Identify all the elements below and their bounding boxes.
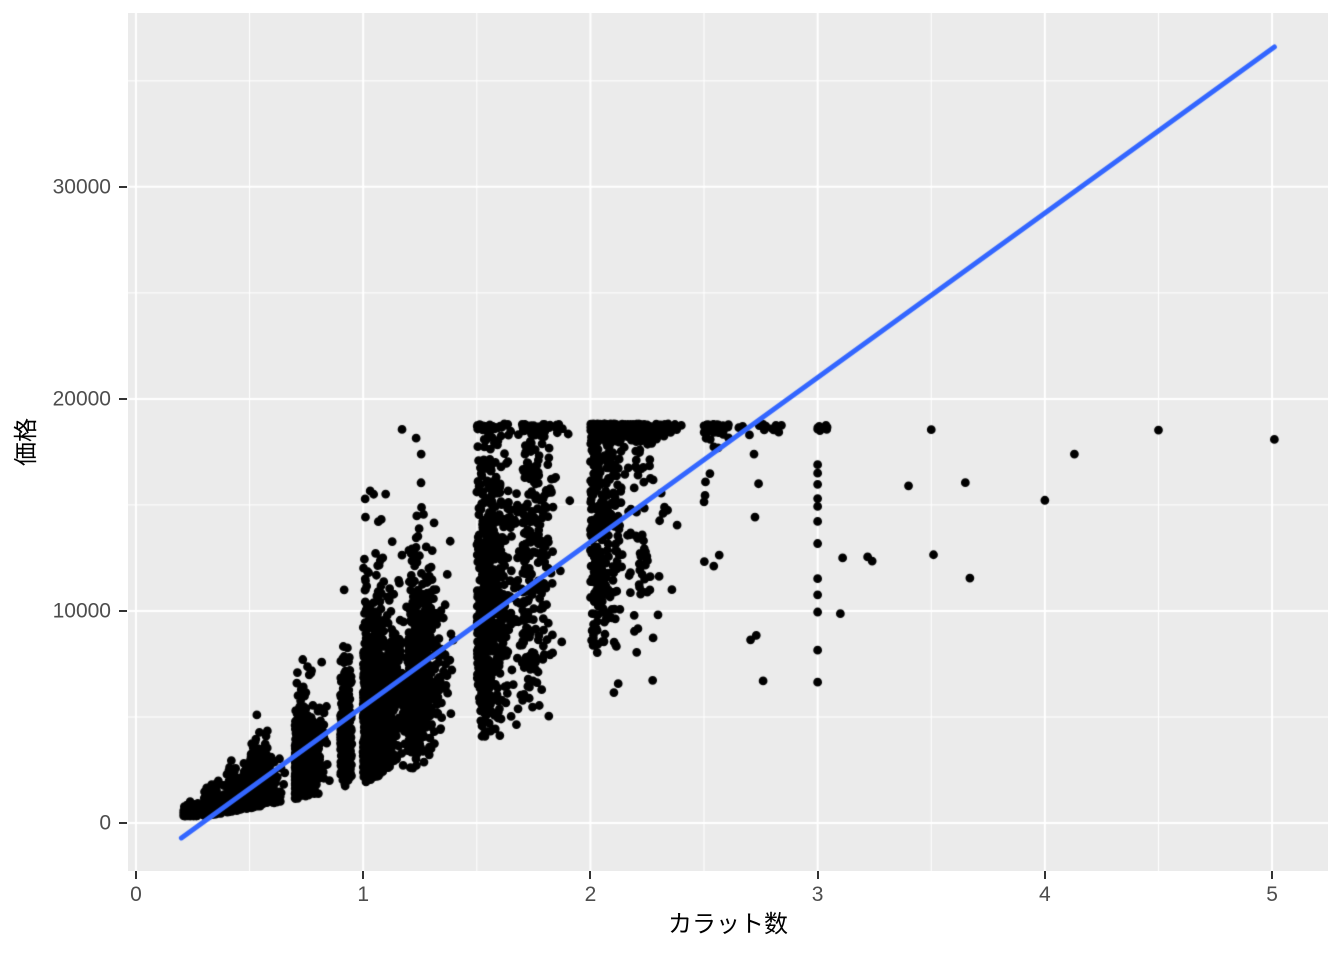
x-axis-tick-label: 3 xyxy=(811,883,824,906)
x-axis-tick-label: 2 xyxy=(584,883,597,906)
x-axis-tick-mark xyxy=(816,871,819,879)
x-axis-tick-label: 4 xyxy=(1039,883,1051,906)
y-axis-title: 価格 xyxy=(13,418,40,466)
y-axis-tick-label: 20000 xyxy=(52,387,111,411)
x-axis-tick-label: 5 xyxy=(1266,883,1278,906)
x-axis-title: カラット数 xyxy=(668,911,788,938)
y-axis-tick-label: 30000 xyxy=(52,175,111,199)
x-axis-tick-mark xyxy=(589,871,592,879)
x-axis-tick-mark xyxy=(1271,871,1274,879)
y-axis-tick-mark xyxy=(119,821,127,824)
x-axis-tick-label: 0 xyxy=(130,883,142,906)
scatter-canvas xyxy=(128,13,1328,871)
y-axis-tick-label: 0 xyxy=(99,811,111,835)
x-axis-tick-label: 1 xyxy=(357,883,370,906)
y-axis-tick-mark xyxy=(119,185,127,188)
x-axis-tick-mark xyxy=(362,871,365,879)
plot-panel xyxy=(128,13,1328,871)
y-axis-tick-mark xyxy=(119,397,127,400)
x-axis-tick-mark xyxy=(1043,871,1046,879)
y-axis-tick-mark xyxy=(119,609,127,612)
x-axis-tick-mark xyxy=(134,871,137,879)
y-axis-tick-label: 10000 xyxy=(52,599,111,623)
